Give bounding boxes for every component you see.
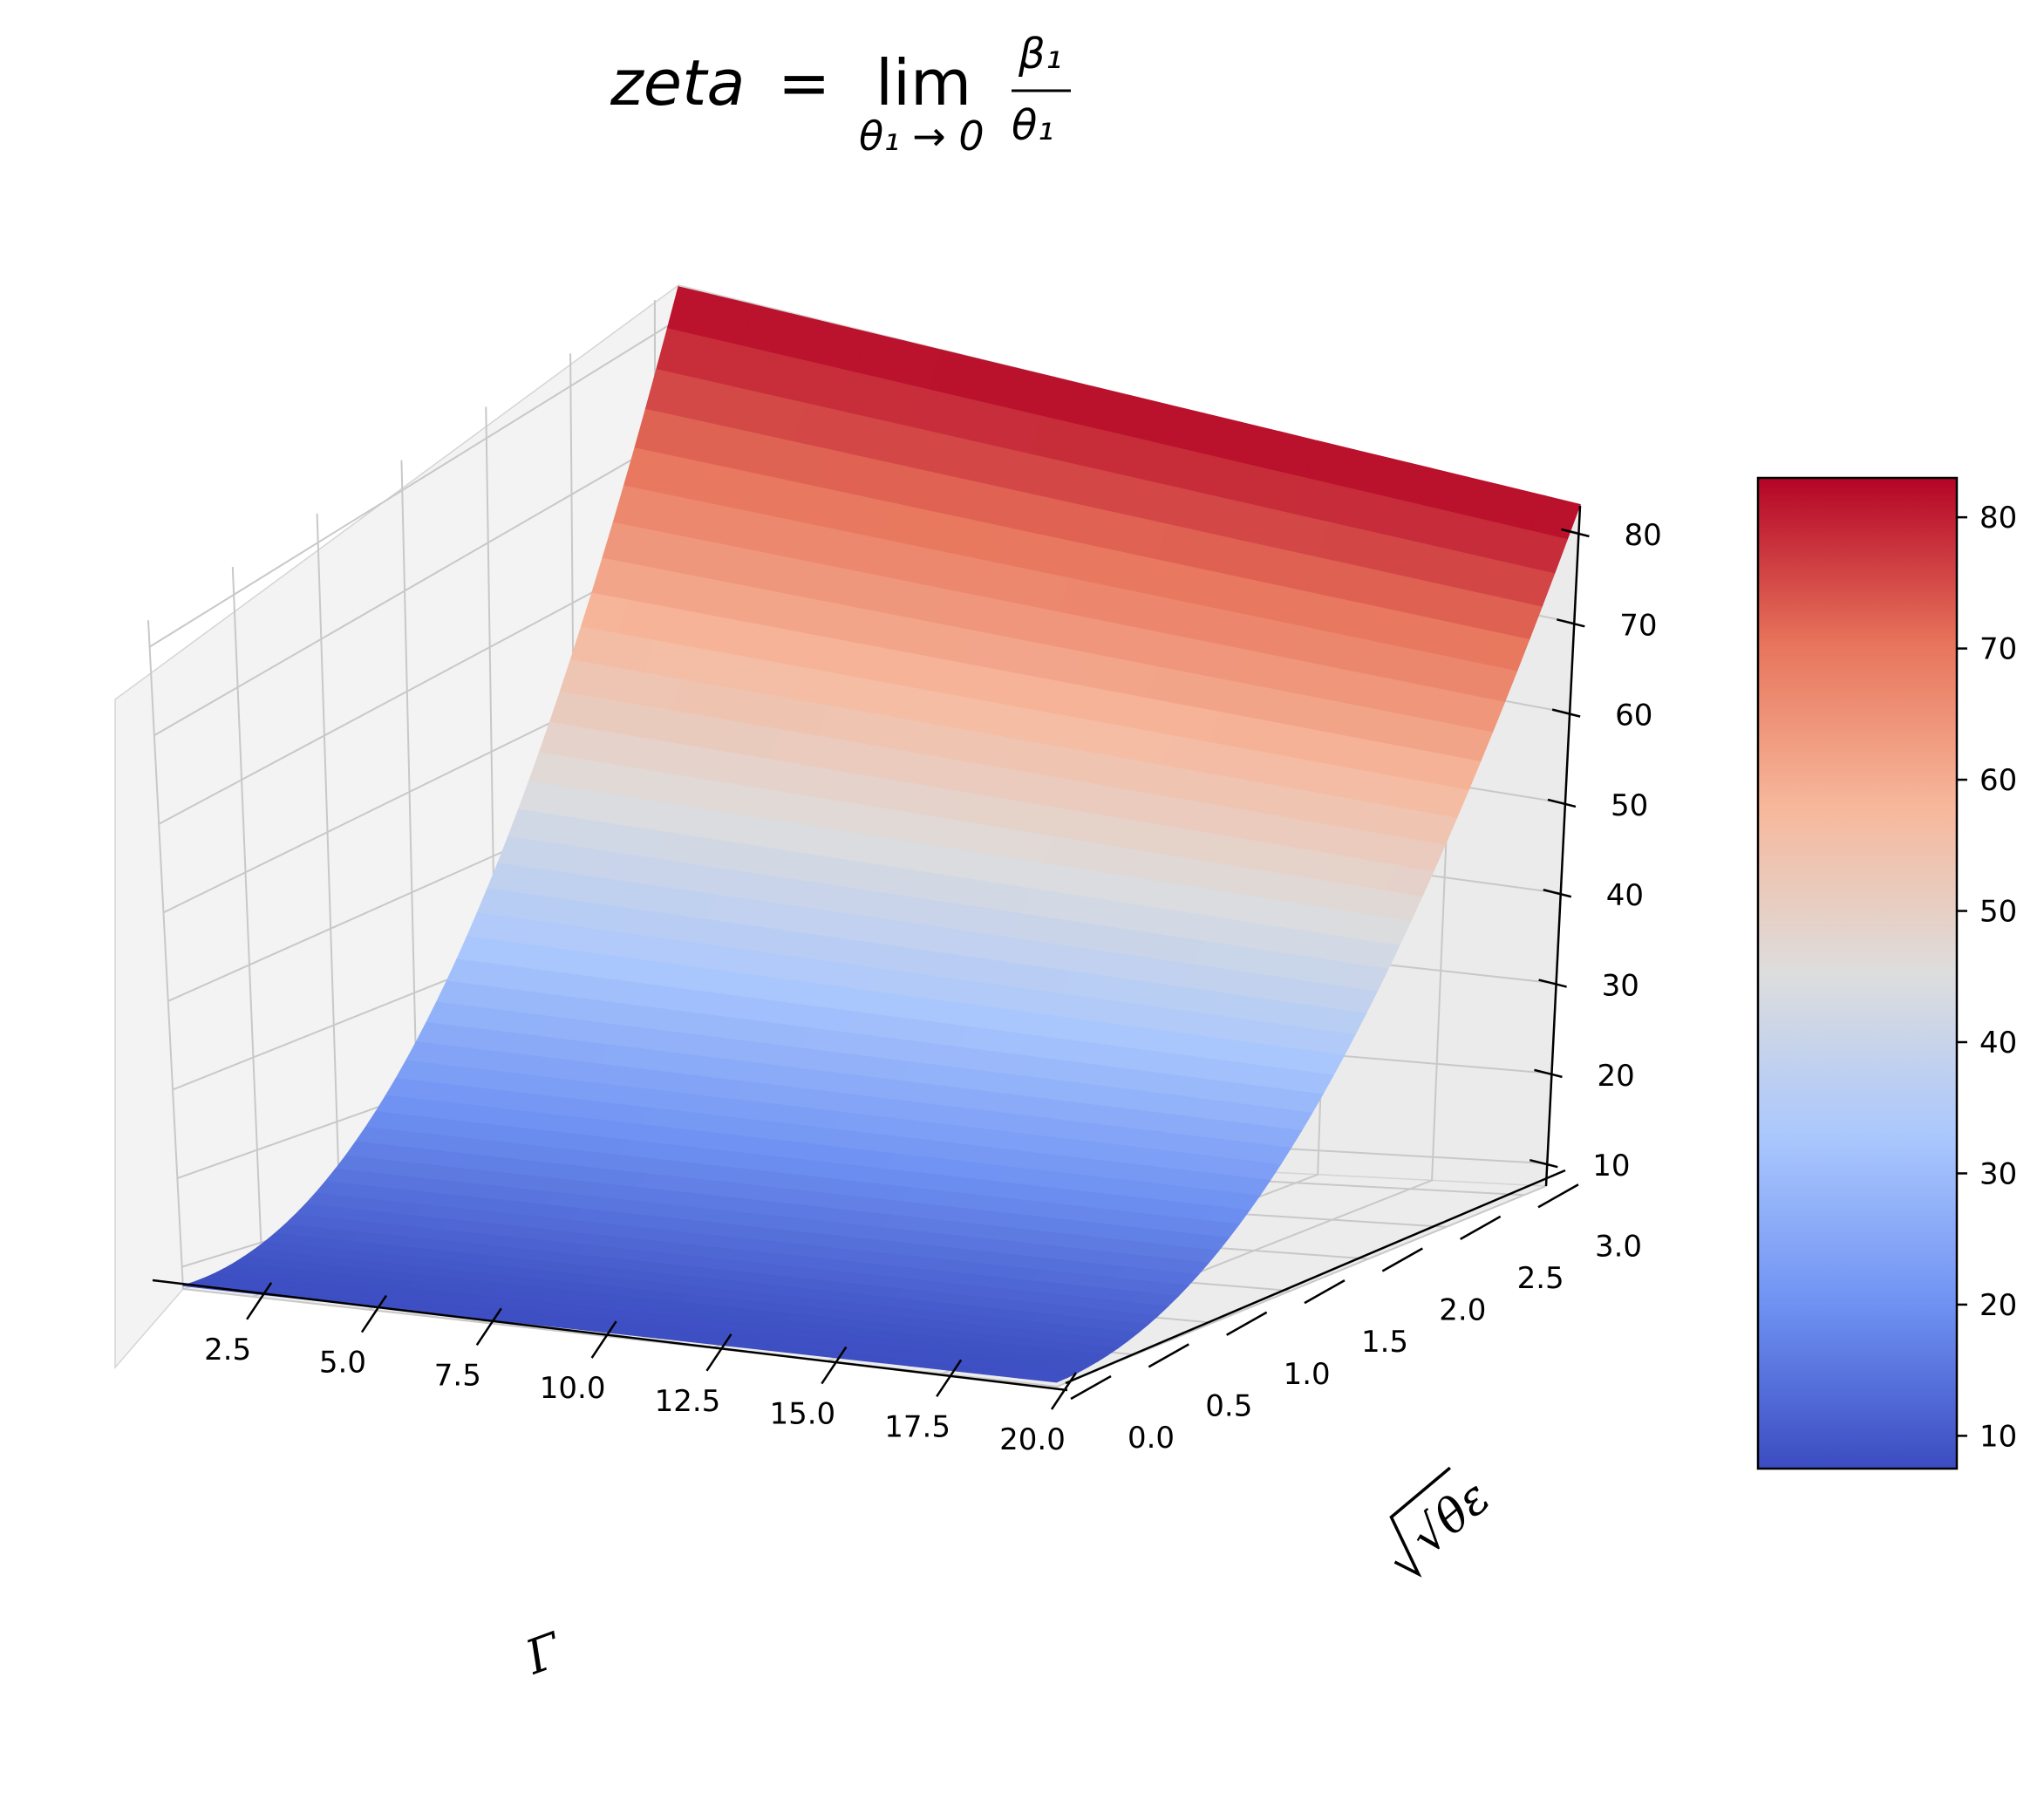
x-tick-mark (705, 1333, 732, 1372)
colorbar-tick-label: 70 (1979, 632, 2017, 667)
y-axis-label-text: √θε (1400, 1469, 1500, 1565)
title-subscript: θ₁ → 0 (859, 113, 985, 160)
z-tick-mark (1538, 979, 1567, 988)
x-tick-mark (821, 1346, 848, 1385)
title-denominator: θ₁ (1012, 101, 1054, 150)
y-tick-label: 0.0 (1128, 1421, 1175, 1456)
z-tick-label: 20 (1597, 1059, 1634, 1094)
surface (182, 286, 1581, 1383)
y-tick-label: 2.5 (1517, 1261, 1564, 1296)
x-tick-mark (936, 1359, 963, 1397)
x-tick-mark (475, 1307, 502, 1347)
x-tick-label: 2.5 (204, 1333, 251, 1367)
colorbar-tick-label: 30 (1979, 1156, 2017, 1191)
title-lhs: zeta (610, 46, 745, 119)
y-tick-mark (1148, 1343, 1189, 1368)
x-tick-mark (360, 1294, 387, 1333)
title-equals: = (778, 46, 830, 119)
y-tick-mark (1537, 1183, 1579, 1209)
colorbar-tick-label: 40 (1979, 1026, 2017, 1060)
z-tick-label: 10 (1592, 1149, 1630, 1183)
title-lim: lim (876, 46, 971, 119)
axes: 2.5 5.0 7.5 10.0 12.5 15.0 17.5 20.0 0.0 0.5 1.0 1.… (152, 505, 1662, 1457)
y-axis-label: √θε (1389, 1466, 1500, 1578)
colorbar-tick-label: 60 (1979, 763, 2017, 798)
colorbar-tick-label: 80 (1979, 501, 2017, 535)
z-axis-line (1544, 505, 1582, 1187)
y-axis-line (1065, 1169, 1566, 1385)
y-tick-label: 2.0 (1439, 1293, 1486, 1328)
x-tick-mark (1050, 1372, 1078, 1410)
z-tick-label: 30 (1602, 969, 1639, 1004)
y-tick-label: 1.0 (1284, 1357, 1331, 1392)
y-tick-mark (1070, 1374, 1112, 1401)
z-tick-mark (1543, 889, 1572, 898)
z-tick-label: 80 (1624, 518, 1661, 553)
y-tick-label: 3.0 (1595, 1229, 1642, 1264)
x-tick-label: 17.5 (884, 1409, 950, 1444)
x-tick-label: 12.5 (655, 1384, 721, 1419)
x-tick-label: 10.0 (540, 1371, 606, 1406)
sqrt-radical-icon (1389, 1466, 1452, 1578)
y-tick-mark (1226, 1311, 1268, 1336)
y-tick-mark (1381, 1247, 1423, 1272)
colorbar: 10 20 30 40 50 60 70 80 (1756, 476, 2017, 1470)
x-axis-label: Γ (518, 1621, 570, 1685)
z-tick-mark (1556, 618, 1585, 628)
y-tick-label: 0.5 (1205, 1388, 1252, 1423)
x-tick-label: 20.0 (999, 1422, 1066, 1457)
x-tick-mark (590, 1320, 617, 1359)
colorbar-tick-label: 50 (1979, 895, 2017, 930)
z-tick-mark (1534, 1068, 1563, 1079)
colorbar-tick-label: 10 (1979, 1419, 2017, 1454)
z-tick-mark (1561, 528, 1590, 538)
x-axis-line (152, 1279, 1068, 1392)
z-tick-label: 50 (1611, 788, 1648, 823)
x-tick-label: 5.0 (319, 1346, 366, 1381)
y-tick-mark (1304, 1279, 1346, 1305)
x-tick-mark (246, 1282, 273, 1320)
z-tick-mark (1547, 798, 1577, 808)
z-tick-label: 60 (1615, 699, 1652, 733)
z-tick-label: 40 (1606, 878, 1644, 913)
title-numerator: β₁ (1018, 30, 1062, 78)
x-tick-label: 15.0 (769, 1397, 835, 1432)
y-tick-mark (1460, 1215, 1502, 1240)
z-tick-mark (1529, 1158, 1558, 1169)
z-tick-label: 70 (1619, 608, 1657, 643)
x-tick-label: 7.5 (434, 1358, 481, 1393)
z-tick-mark (1551, 708, 1581, 718)
colorbar-gradient (1756, 476, 1959, 1470)
chart-title: zeta = lim θ₁ → 0 β₁ θ₁ (610, 30, 1071, 160)
surface-patch (1018, 1373, 1069, 1383)
y-tick-label: 1.5 (1361, 1325, 1408, 1360)
colorbar-tick-label: 20 (1979, 1288, 2017, 1323)
